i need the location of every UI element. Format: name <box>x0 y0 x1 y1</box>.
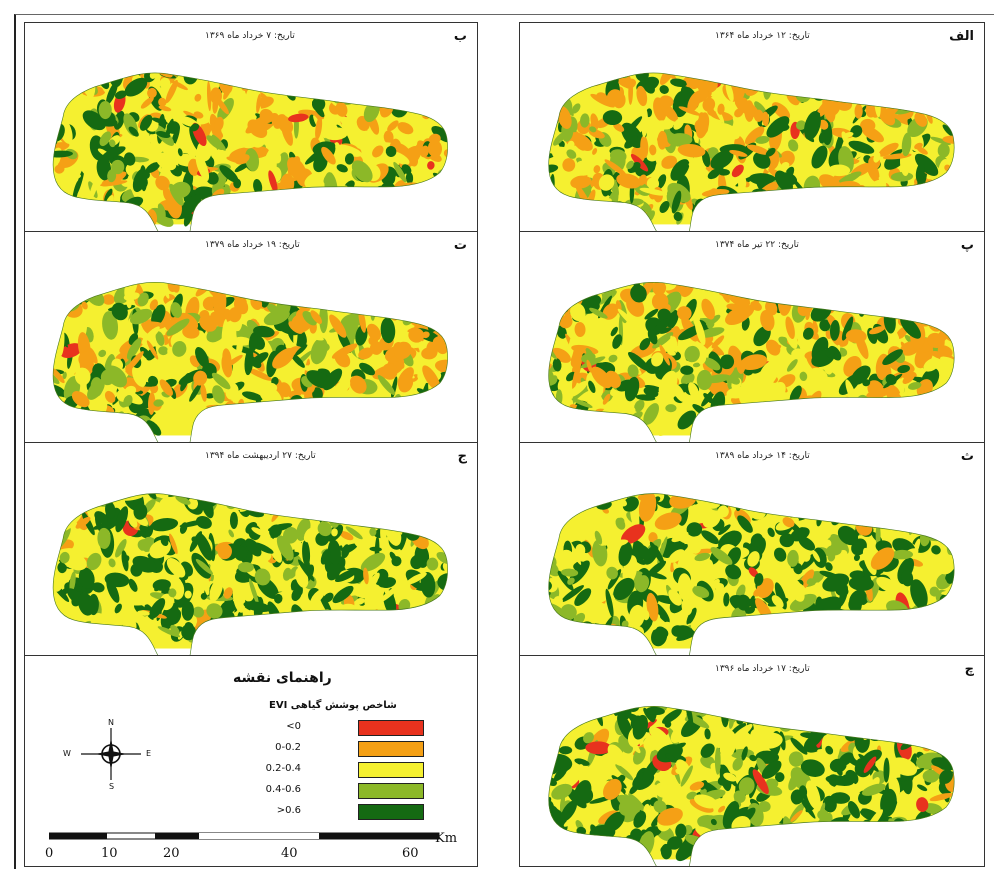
scale-tick-0: 0 <box>45 846 54 861</box>
evi-map <box>548 493 955 655</box>
legend-subtitle: شاخص پوشش گیاهی EVI <box>269 700 397 711</box>
panel-letter: ب <box>453 29 467 44</box>
legend-swatch <box>358 804 424 820</box>
evi-map <box>548 72 955 231</box>
legend-swatch <box>358 783 424 799</box>
panel-letter: الف <box>949 29 974 44</box>
panel-letter: ث <box>960 449 974 464</box>
panel-date: تاریخ: ۱۷ خرداد ماه ۱۳۹۶ <box>715 664 810 674</box>
scale-tick-10: 10 <box>101 846 118 861</box>
panel-date: تاریخ: ۲۷ اردیبهشت ماه ۱۳۹۴ <box>205 451 316 461</box>
legend-label: 0.4-0.6 <box>265 784 301 795</box>
map-panel-be: ب تاریخ: ۷ خرداد ماه ۱۳۶۹ <box>24 22 478 232</box>
map-panel-se: ث تاریخ: ۱۴ خرداد ماه ۱۳۸۹ <box>519 442 985 656</box>
map-panel-che: چ تاریخ: ۱۷ خرداد ماه ۱۳۹۶ <box>519 655 985 867</box>
panel-date: تاریخ: ۷ خرداد ماه ۱۳۶۹ <box>205 31 295 41</box>
scale-tick-40: 40 <box>281 846 298 861</box>
scale-tick-20: 20 <box>163 846 180 861</box>
map-panel-alef: الف تاریخ: ۱۲ خرداد ماه ۱۳۶۴ <box>519 22 985 232</box>
legend-swatch <box>358 741 424 757</box>
compass-south-label: S <box>109 782 115 791</box>
panel-letter: ت <box>453 238 467 253</box>
legend-swatch <box>358 762 424 778</box>
figure-frame <box>14 14 994 869</box>
panel-date: تاریخ: ۱۹ خرداد ماه ۱۳۷۹ <box>205 240 300 250</box>
evi-map <box>52 72 448 231</box>
legend-title: راهنمای نقشه <box>233 670 332 686</box>
compass-north-label: N <box>108 718 114 727</box>
legend-label: <0 <box>286 721 301 732</box>
panel-date: تاریخ: ۲۲ تیر ماه ۱۳۷۴ <box>715 240 799 250</box>
panel-date: تاریخ: ۱۲ خرداد ماه ۱۳۶۴ <box>715 31 810 41</box>
evi-map <box>52 493 448 655</box>
north-arrow-icon <box>81 728 141 780</box>
map-panel-te: ت تاریخ: ۱۹ خرداد ماه ۱۳۷۹ <box>24 231 478 443</box>
compass-west-label: W <box>63 749 71 758</box>
map-panel-pe: پ تاریخ: ۲۲ تیر ماه ۱۳۷۴ <box>519 231 985 443</box>
compass-east-label: E <box>146 749 152 758</box>
legend-swatch <box>358 720 424 736</box>
evi-map <box>548 705 955 866</box>
scale-bar <box>49 832 440 840</box>
panel-letter: پ <box>960 238 974 253</box>
panel-letter: چ <box>964 662 974 677</box>
map-legend-panel: راهنمای نقشه شاخص پوشش گیاهی EVI <0 0-0.… <box>24 655 478 867</box>
panel-letter: ج <box>457 449 467 464</box>
evi-map <box>548 281 955 442</box>
legend-label: 0-0.2 <box>275 742 301 753</box>
scale-tick-60: 60 <box>402 846 419 861</box>
scale-unit: Km <box>435 831 458 846</box>
evi-map <box>52 281 448 442</box>
panel-date: تاریخ: ۱۴ خرداد ماه ۱۳۸۹ <box>715 451 810 461</box>
legend-label: 0.2-0.4 <box>265 763 301 774</box>
legend-label: >0.6 <box>276 805 301 816</box>
map-panel-jim: ج تاریخ: ۲۷ اردیبهشت ماه ۱۳۹۴ <box>24 442 478 656</box>
